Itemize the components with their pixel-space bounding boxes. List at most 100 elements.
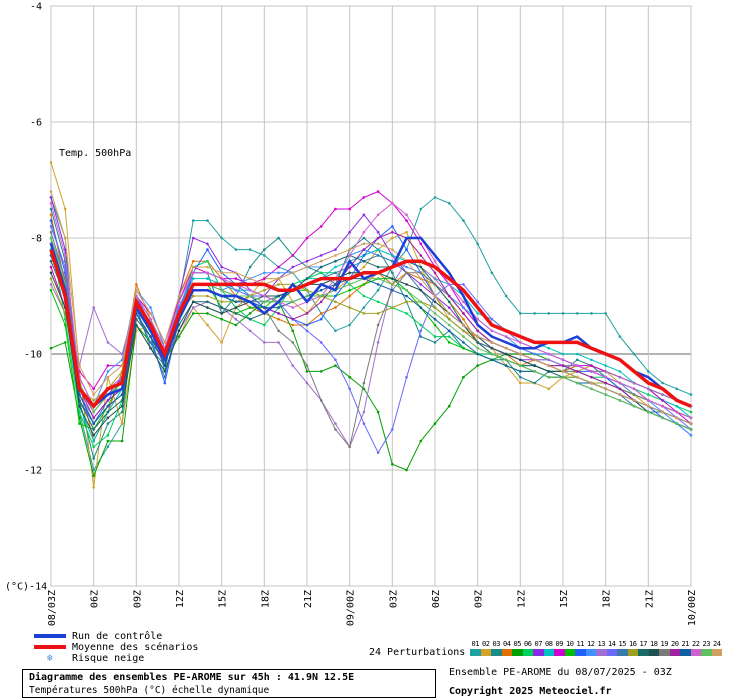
perturbation-point <box>319 265 323 269</box>
perturbation-point <box>590 312 593 315</box>
perturbation-point <box>263 294 266 298</box>
perturbation-point <box>689 433 693 437</box>
perturbation-point <box>618 370 622 373</box>
perturbation-point <box>376 323 380 327</box>
perturbation-point <box>590 387 593 391</box>
perturbation-point <box>590 364 593 367</box>
perturbation-point <box>462 346 465 350</box>
perturbation-point <box>447 317 451 321</box>
legend-control-label: Run de contrôle <box>72 630 163 642</box>
perturbation-point <box>305 236 309 240</box>
perturbation-point <box>419 265 423 269</box>
perturbation-point <box>618 387 622 391</box>
perturbation-point <box>206 323 209 327</box>
perturbation-point <box>376 277 380 280</box>
perturbation-point <box>476 300 479 304</box>
perturbation-point <box>220 300 223 304</box>
perturbation-point <box>49 236 53 240</box>
perturbation-point <box>177 300 181 304</box>
perturbation-point <box>149 335 152 338</box>
perturbation-point <box>575 381 579 385</box>
perturbation-point <box>277 306 280 309</box>
ensemble-run-text: Ensemble PE-AROME du 08/07/2025 - 03Z <box>449 667 672 678</box>
legend-snow: ❄ Risque neige <box>34 652 144 664</box>
perturbation-point <box>263 341 266 344</box>
mean-line <box>49 249 692 409</box>
perturbation-point <box>220 288 223 292</box>
perturbation-point <box>561 370 565 373</box>
perturbation-point <box>92 433 95 437</box>
perturbation-number: 21 <box>681 640 690 648</box>
perturbation-point <box>248 277 252 280</box>
perturbation-point <box>433 294 437 298</box>
perturbation-swatch <box>711 649 722 656</box>
x-tick-label: 12Z <box>175 590 186 608</box>
perturbation-point <box>689 428 693 431</box>
perturbation-point <box>191 312 195 315</box>
perturbation-point <box>248 329 252 333</box>
perturbation-point <box>519 375 522 379</box>
perturbation-point <box>291 329 295 333</box>
perturbation-point <box>319 271 323 275</box>
perturbation-point <box>334 358 337 362</box>
perturbation-point <box>49 259 53 263</box>
perturbation-point <box>106 399 110 402</box>
perturbation-point <box>220 236 223 240</box>
perturbation-point <box>263 300 266 304</box>
perturbation-point <box>590 381 593 385</box>
perturbation-point <box>191 219 195 222</box>
perturbation-point <box>319 294 323 298</box>
perturbation-point <box>277 271 280 275</box>
perturbation-point <box>504 352 508 356</box>
perturbation-swatches <box>470 649 722 656</box>
perturbation-swatch <box>501 649 512 656</box>
perturbation-point <box>575 312 579 315</box>
perturbation-point <box>277 277 280 280</box>
info-title: Diagramme des ensembles PE-AROME sur 45h… <box>29 672 355 683</box>
perturbation-point <box>163 381 167 385</box>
perturbation-point <box>490 352 494 356</box>
perturbation-point <box>419 306 423 309</box>
perturbation-point <box>476 352 479 356</box>
plot-area <box>50 5 692 587</box>
perturbation-point <box>433 335 437 338</box>
perturbation-line <box>50 202 692 419</box>
perturbation-point <box>63 207 67 211</box>
perturbation-point <box>675 422 679 425</box>
perturbation-point <box>561 375 565 379</box>
perturbation-point <box>419 254 423 257</box>
perturbation-number: 03 <box>492 640 501 648</box>
perturbation-point <box>348 271 351 275</box>
perturbation-point <box>92 387 95 391</box>
perturbation-point <box>334 207 337 211</box>
perturbation-point <box>334 306 337 309</box>
perturbation-number: 13 <box>597 640 606 648</box>
perturbation-point <box>334 294 337 298</box>
x-tick-label: 09Z <box>474 590 485 608</box>
perturbation-point <box>419 288 423 292</box>
perturbation-point <box>689 416 693 420</box>
perturbation-point <box>234 300 238 304</box>
perturbation-swatch <box>543 649 554 656</box>
perturbation-point <box>362 248 366 251</box>
perturbation-point <box>433 271 437 275</box>
perturbation-point <box>220 341 223 344</box>
perturbation-point <box>391 201 394 205</box>
perturbation-point <box>376 254 380 257</box>
perturbation-point <box>248 306 252 309</box>
perturbation-point <box>348 306 351 309</box>
perturbation-point <box>92 422 95 425</box>
perturbation-point <box>92 399 95 402</box>
perturbation-point <box>476 312 479 315</box>
perturbation-swatch <box>617 649 628 656</box>
y-tick-label: -10 <box>24 350 42 361</box>
perturbation-point <box>519 312 522 315</box>
perturbation-point <box>476 329 479 333</box>
perturbation-point <box>206 265 209 269</box>
perturbation-point <box>462 306 465 309</box>
perturbation-point <box>49 213 53 217</box>
perturbation-point <box>519 370 522 373</box>
perturbation-point <box>362 410 366 414</box>
x-tick-label: 12Z <box>516 590 527 608</box>
perturbation-point <box>49 277 53 280</box>
